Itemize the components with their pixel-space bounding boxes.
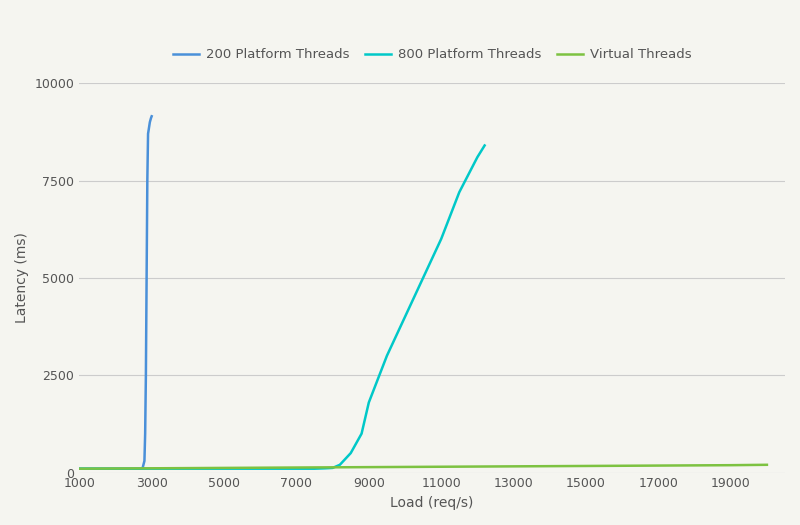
200 Platform Threads (140, 458, 150, 464)
200 Platform Threads (110, 466, 120, 472)
Y-axis label: Latency (ms): Latency (ms) (15, 233, 29, 323)
200 Platform Threads (118, 466, 127, 472)
Line: Virtual Threads: Virtual Threads (79, 465, 767, 469)
200 Platform Threads (142, 177, 152, 184)
800 Platform Threads (110, 466, 120, 472)
Virtual Threads (147, 465, 157, 471)
800 Platform Threads (335, 461, 345, 468)
800 Platform Threads (74, 466, 84, 472)
800 Platform Threads (400, 313, 410, 320)
Virtual Threads (219, 465, 229, 471)
200 Platform Threads (146, 115, 156, 121)
800 Platform Threads (418, 275, 428, 281)
800 Platform Threads (480, 142, 490, 149)
200 Platform Threads (145, 119, 154, 125)
Line: 800 Platform Threads: 800 Platform Threads (79, 145, 485, 469)
Virtual Threads (509, 463, 518, 469)
Virtual Threads (726, 462, 735, 468)
800 Platform Threads (382, 353, 392, 359)
800 Platform Threads (454, 189, 464, 195)
Virtual Threads (762, 461, 772, 468)
X-axis label: Load (req/s): Load (req/s) (390, 496, 474, 510)
Virtual Threads (581, 463, 590, 469)
Virtual Threads (74, 466, 84, 472)
200 Platform Threads (141, 372, 150, 379)
200 Platform Threads (136, 466, 146, 472)
200 Platform Threads (103, 466, 113, 472)
800 Platform Threads (364, 400, 374, 406)
Legend: 200 Platform Threads, 800 Platform Threads, Virtual Threads: 200 Platform Threads, 800 Platform Threa… (167, 43, 697, 67)
800 Platform Threads (183, 466, 193, 472)
800 Platform Threads (357, 430, 366, 437)
200 Platform Threads (143, 131, 153, 137)
800 Platform Threads (346, 450, 355, 456)
800 Platform Threads (292, 466, 302, 472)
800 Platform Threads (473, 154, 482, 160)
200 Platform Threads (74, 466, 84, 472)
800 Platform Threads (147, 466, 157, 472)
800 Platform Threads (310, 466, 319, 472)
Virtual Threads (654, 463, 663, 469)
200 Platform Threads (147, 113, 157, 119)
Virtual Threads (364, 464, 374, 470)
200 Platform Threads (125, 466, 134, 472)
200 Platform Threads (132, 466, 142, 472)
200 Platform Threads (138, 465, 147, 471)
800 Platform Threads (328, 465, 338, 471)
200 Platform Threads (140, 430, 150, 437)
800 Platform Threads (321, 465, 330, 471)
800 Platform Threads (436, 236, 446, 242)
200 Platform Threads (142, 275, 151, 281)
Line: 200 Platform Threads: 200 Platform Threads (79, 116, 152, 469)
800 Platform Threads (255, 466, 265, 472)
Virtual Threads (436, 464, 446, 470)
Virtual Threads (292, 465, 302, 471)
800 Platform Threads (219, 466, 229, 472)
200 Platform Threads (93, 466, 102, 472)
